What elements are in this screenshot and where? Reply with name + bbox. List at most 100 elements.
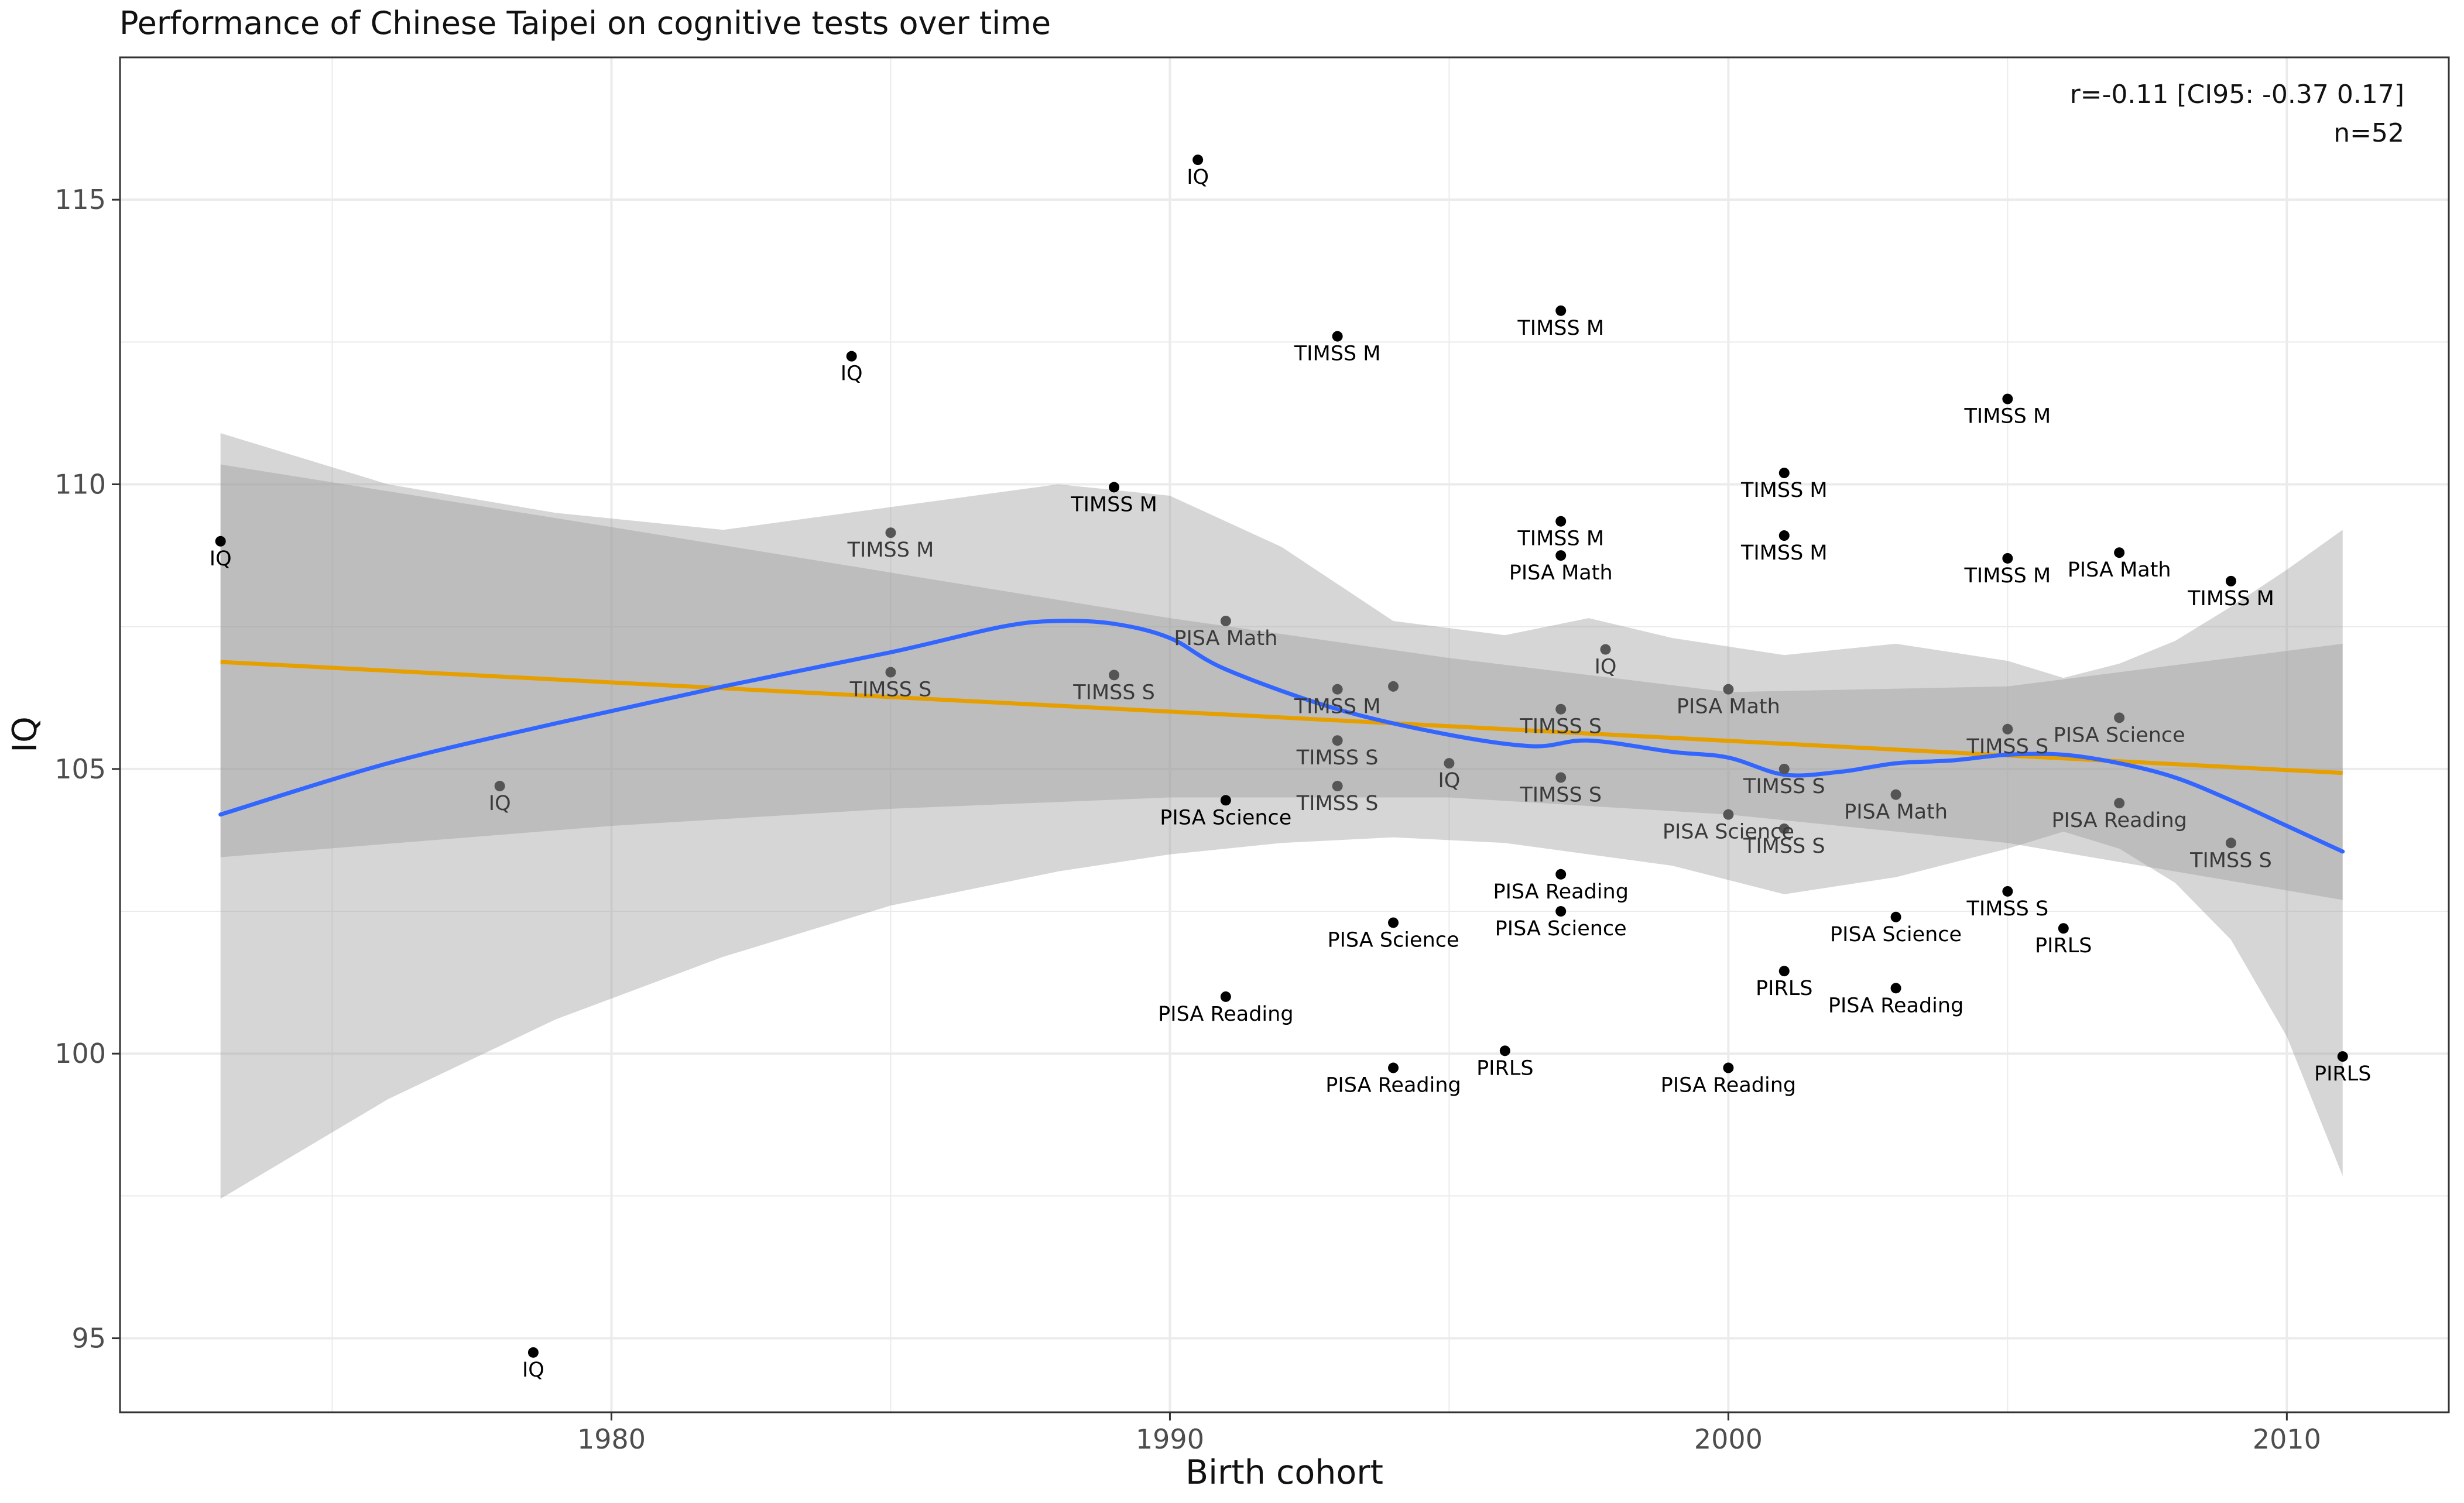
point-label: PISA Science: [1160, 806, 1291, 829]
point-label: TIMSS M: [2187, 587, 2274, 610]
data-point: [1388, 1062, 1399, 1073]
data-point: [1555, 305, 1567, 316]
point-label: TIMSS M: [1964, 564, 2051, 588]
data-point: [1444, 758, 1455, 769]
y-tick-label: 100: [54, 1038, 106, 1069]
axis-ticks: 1980 1990 2000 2010 95 100 105 110 115: [54, 184, 2321, 1455]
data-point: [1109, 482, 1120, 493]
point-label: PISA Math: [1677, 695, 1780, 719]
correlation-annotation: r=-0.11 [CI95: -0.37 0.17]: [2070, 80, 2404, 109]
data-point: [2002, 723, 2013, 735]
point-label: TIMSS S: [849, 678, 932, 702]
data-point: [1192, 155, 1204, 166]
point-label: PISA Reading: [2051, 809, 2187, 832]
data-point: [1778, 763, 1790, 774]
point-label: TIMSS M: [1517, 527, 1604, 551]
data-point: [1555, 704, 1567, 715]
point-label: IQ: [841, 362, 863, 386]
point-label: PISA Math: [1844, 801, 1948, 824]
point-label: PISA Science: [1495, 917, 1627, 941]
point-label: PISA Reading: [1828, 994, 1963, 1017]
point-label: PISA Reading: [1158, 1003, 1293, 1026]
y-tick-label: 95: [71, 1323, 106, 1354]
point-label: PISA Math: [1174, 627, 1277, 650]
panel-border: [119, 56, 2450, 1413]
confidence-bands: [220, 433, 2343, 1199]
point-label: IQ: [1438, 769, 1460, 792]
point-label: TIMSS S: [1072, 681, 1155, 704]
x-tick-label: 1990: [1136, 1423, 1204, 1455]
point-label: TIMSS S: [1519, 783, 1602, 807]
point-label: TIMSS M: [1964, 405, 2051, 428]
point-label: TIMSS M: [847, 538, 934, 562]
data-point: [1555, 772, 1567, 783]
point-label: PIRLS: [2035, 934, 2092, 958]
point-label: TIMSS M: [1294, 342, 1381, 366]
data-point: [1778, 966, 1790, 977]
data-point: [885, 527, 896, 538]
point-labels: IQ IQ IQ IQ TIMSS M TIMSS S TIMSS M TIMSS S IQ PI…: [210, 166, 2372, 1382]
data-point: [2002, 393, 2013, 404]
linear-ci-band: [220, 464, 2343, 900]
data-point: [1778, 823, 1790, 834]
x-tick-label: 2010: [2253, 1423, 2321, 1455]
data-point: [1220, 991, 1231, 1002]
point-label: TIMSS S: [1966, 735, 2049, 759]
x-tick-label: 1980: [577, 1423, 646, 1455]
data-point: [1499, 1045, 1510, 1056]
y-tick-label: 110: [54, 469, 106, 500]
point-label: PISA Math: [1509, 561, 1613, 585]
data-point: [2058, 923, 2069, 934]
data-point: [1555, 550, 1567, 561]
x-tick-label: 2000: [1694, 1423, 1763, 1455]
point-label: TIMSS S: [1743, 835, 1825, 858]
point-label: PISA Reading: [1493, 880, 1628, 904]
data-point: [1890, 789, 1901, 800]
point-label: TIMSS S: [1519, 715, 1602, 739]
data-point: [1332, 684, 1343, 695]
point-label: TIMSS S: [1966, 897, 2049, 921]
point-label: TIMSS M: [1740, 479, 1828, 502]
point-label: IQ: [1595, 656, 1617, 679]
point-label: TIMSS M: [1070, 493, 1157, 516]
point-label: TIMSS S: [1743, 775, 1825, 798]
data-point: [2225, 838, 2236, 849]
point-label: PISA Science: [1830, 923, 1962, 946]
data-point: [2225, 575, 2236, 586]
point-label: PISA Science: [1663, 821, 1794, 844]
point-label: PIRLS: [1756, 977, 1812, 1000]
data-point: [2337, 1051, 2348, 1062]
chart-title: Performance of Chinese Taipei on cogniti…: [119, 5, 1051, 42]
point-label: PIRLS: [1476, 1056, 1533, 1080]
data-point: [846, 351, 857, 362]
data-point: [1332, 781, 1343, 792]
point-label: TIMSS M: [1294, 695, 1381, 719]
data-point: [2114, 798, 2125, 809]
point-label: PISA Science: [2054, 723, 2185, 747]
point-label: TIMSS S: [1296, 746, 1379, 770]
point-label: PISA Science: [1327, 928, 1459, 952]
data-point: [1388, 681, 1399, 692]
point-label: PIRLS: [2314, 1062, 2371, 1086]
data-point: [2002, 886, 2013, 897]
point-label: TIMSS S: [2189, 849, 2272, 872]
data-point: [1388, 917, 1399, 928]
loess-fit-line: [218, 619, 2345, 854]
point-label: PISA Reading: [1325, 1074, 1461, 1097]
data-points: [215, 155, 2348, 1358]
y-axis-title: IQ: [6, 716, 44, 753]
data-point: [1555, 906, 1567, 917]
data-point: [1555, 869, 1567, 880]
data-point: [1723, 809, 1734, 820]
fit-lines: [218, 619, 2345, 854]
loess-ci-band: [220, 433, 2343, 1199]
grid-layer: [120, 57, 2449, 1412]
point-label: PISA Reading: [1661, 1074, 1796, 1097]
point-label: IQ: [522, 1358, 544, 1382]
data-point: [1109, 670, 1120, 681]
point-label: IQ: [489, 792, 511, 815]
data-point: [1220, 615, 1231, 626]
point-label: PISA Math: [2068, 558, 2171, 582]
data-point: [1555, 516, 1567, 527]
